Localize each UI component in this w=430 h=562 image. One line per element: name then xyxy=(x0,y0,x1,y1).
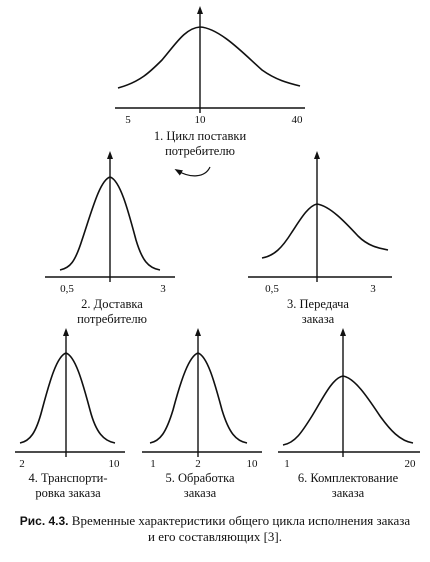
panel-5-tick-10: 10 xyxy=(247,458,259,470)
panel-6-picking: 1 20 6. Комплектование заказа xyxy=(278,328,420,500)
panel-6-label-line-2: заказа xyxy=(332,486,365,500)
panel-4-tick-10: 10 xyxy=(109,458,121,470)
figure-caption: Рис. 4.3. Временные характеристики общег… xyxy=(0,513,430,545)
panel-3-label-line-1: 3. Передача xyxy=(287,297,349,311)
panel-4-tick-2: 2 xyxy=(19,458,25,470)
panel-1-label-line-2: потребителю xyxy=(165,144,235,158)
panel-5-processing: 1 2 10 5. Обработка заказа xyxy=(142,328,262,500)
panel-2-tick-0-5: 0,5 xyxy=(60,283,74,295)
panel-5-label-line-1: 5. Обработка xyxy=(165,471,234,485)
panel-4-label-line-1: 4. Транспорти- xyxy=(28,471,107,485)
panel-5-tick-1: 1 xyxy=(150,458,156,470)
panel-1-distribution-curve xyxy=(117,26,301,89)
panel-2-label-line-1: 2. Доставка xyxy=(81,297,143,311)
panel-5-tick-2: 2 xyxy=(195,458,201,470)
curved-return-arrow xyxy=(174,166,211,177)
caption-line-2: и его составляющих [3]. xyxy=(148,529,282,544)
panel-6-tick-20: 20 xyxy=(405,458,417,470)
panel-3-tick-3: 3 xyxy=(370,283,376,295)
panel-1-order-cycle: 5 10 40 1. Цикл поставки потребителю xyxy=(115,6,305,177)
panel-3-label-line-2: заказа xyxy=(302,312,335,326)
panel-1-tick-10: 10 xyxy=(195,114,207,126)
caption-text-1: Временные характеристики общего цикла ис… xyxy=(71,513,411,528)
panel-1-tick-40: 40 xyxy=(292,114,304,126)
panel-2-tick-3: 3 xyxy=(160,283,166,295)
panel-4-distribution-curve xyxy=(19,352,116,444)
panel-5-label-line-2: заказа xyxy=(184,486,217,500)
panel-4-transportation: 2 10 4. Транспорти- ровка заказа xyxy=(15,328,125,500)
panel-5-distribution-curve xyxy=(149,352,248,444)
panel-6-label-line-1: 6. Комплектование xyxy=(298,471,399,485)
panel-3-distribution-curve xyxy=(261,203,389,259)
panel-6-tick-1: 1 xyxy=(284,458,290,470)
panel-1-label-line-1: 1. Цикл поставки xyxy=(154,129,247,143)
panel-2-distribution-curve xyxy=(59,176,161,271)
panel-4-label-line-2: ровка заказа xyxy=(35,486,101,500)
panel-2-delivery: 0,5 3 2. Доставка потребителю xyxy=(45,151,175,326)
panel-6-distribution-curve xyxy=(282,375,414,446)
caption-prefix: Рис. 4.3. xyxy=(19,514,69,528)
panel-1-tick-5: 5 xyxy=(125,114,131,126)
caption-line-1: Рис. 4.3. Временные характеристики общег… xyxy=(0,513,430,529)
panel-3-order-transfer: 0,5 3 3. Передача заказа xyxy=(248,151,392,326)
panel-3-tick-0-5: 0,5 xyxy=(265,283,279,295)
panel-2-label-line-2: потребителю xyxy=(77,312,147,326)
